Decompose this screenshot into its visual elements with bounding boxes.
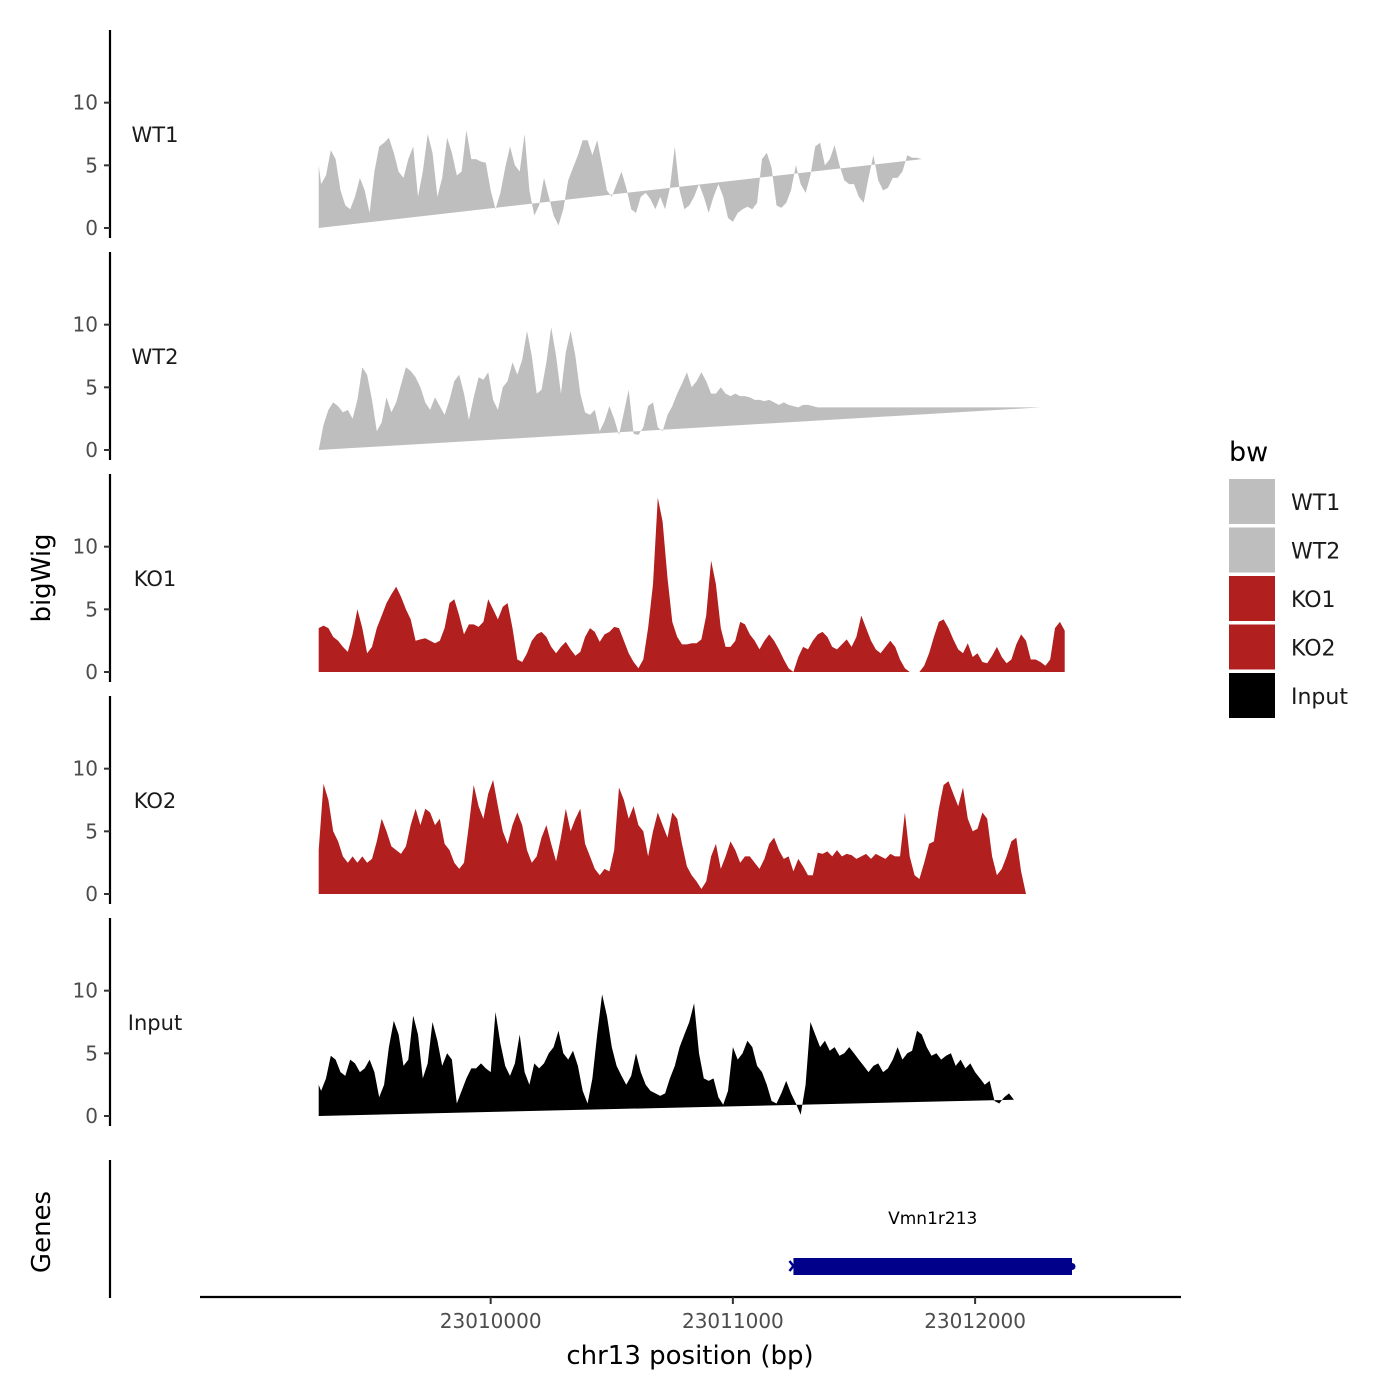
legend-item-ko2: KO2: [1229, 624, 1336, 670]
legend-swatch: [1229, 673, 1275, 718]
y-tick-label: 10: [73, 535, 98, 559]
legend-label: WT2: [1291, 540, 1340, 565]
genes-panel-title: Genes: [27, 1191, 57, 1273]
legend-swatch: [1229, 624, 1275, 670]
legend-title: bw: [1229, 437, 1268, 468]
y-tick-label: 10: [73, 979, 98, 1003]
gene-label: Vmn1r213: [888, 1209, 977, 1229]
legend-swatch: [1229, 576, 1275, 621]
legend-label: WT1: [1291, 491, 1340, 516]
y-tick-label: 0: [85, 1104, 98, 1128]
gene-end-marker: [1068, 1263, 1076, 1270]
y-tick-label: 10: [73, 757, 98, 781]
track-label: Input: [128, 1011, 182, 1035]
x-tick-label: 23012000: [924, 1309, 1026, 1333]
y-tick-label: 0: [85, 216, 98, 240]
track-label: WT1: [132, 123, 179, 147]
legend-swatch: [1229, 527, 1275, 573]
track-label: KO1: [134, 567, 177, 591]
x-tick-label: 23011000: [682, 1309, 784, 1333]
y-tick-label: 0: [85, 438, 98, 462]
track-ko2: 0 5 10 KO2: [73, 696, 1026, 906]
signal-area-input: [318, 994, 1014, 1116]
x-axis-title: chr13 position (bp): [566, 1341, 813, 1371]
signal-area-wt2: [318, 327, 1041, 450]
legend-item-ko1: KO1: [1229, 576, 1336, 621]
legend-label: KO1: [1291, 588, 1336, 613]
legend-item-input: Input: [1229, 673, 1348, 718]
legend-items: WT1 WT2 KO1 KO2 Input: [1229, 479, 1348, 718]
gene-body: [793, 1258, 1072, 1275]
y-tick-label: 5: [85, 375, 98, 399]
tracks-layer: 0 5 10 WT1 0 5 10 WT2 0 5 10 KO1 0 5 10 KO2 0 5 10 Input: [73, 30, 1065, 1128]
legend-label: KO2: [1291, 637, 1336, 662]
track-wt2: 0 5 10 WT2: [73, 252, 1041, 462]
track-input: 0 5 10 Input: [73, 918, 1014, 1128]
track-label: KO2: [134, 789, 177, 813]
legend: bw WT1 WT2 KO1 KO2 Input: [1229, 437, 1348, 718]
track-wt1: 0 5 10 WT1: [73, 30, 922, 240]
signal-area-ko1: [318, 497, 1065, 672]
x-tick-label: 23010000: [440, 1309, 542, 1333]
track-ko1: 0 5 10 KO1: [73, 474, 1065, 684]
legend-item-wt1: WT1: [1229, 479, 1340, 524]
y-tick-label: 10: [73, 91, 98, 115]
strand-marker: [788, 1260, 799, 1272]
y-tick-label: 5: [85, 1041, 98, 1065]
y-tick-label: 0: [85, 882, 98, 906]
y-tick-label: 5: [85, 819, 98, 843]
legend-swatch: [1229, 479, 1275, 524]
track-label: WT2: [132, 345, 179, 369]
y-tick-label: 10: [73, 313, 98, 337]
y-axis-title: bigWig: [27, 533, 57, 622]
legend-label: Input: [1291, 685, 1348, 710]
genes-layer: Vmn1r213: [108, 1160, 1076, 1298]
y-tick-label: 5: [85, 597, 98, 621]
gene-vmn1r213: Vmn1r213: [788, 1209, 1076, 1275]
signal-area-wt1: [318, 130, 922, 228]
y-tick-label: 5: [85, 153, 98, 177]
signal-area-ko2: [318, 779, 1026, 894]
legend-item-wt2: WT2: [1229, 527, 1340, 573]
y-tick-label: 0: [85, 660, 98, 684]
x-axis: 23010000 23011000 23012000: [200, 1295, 1181, 1333]
